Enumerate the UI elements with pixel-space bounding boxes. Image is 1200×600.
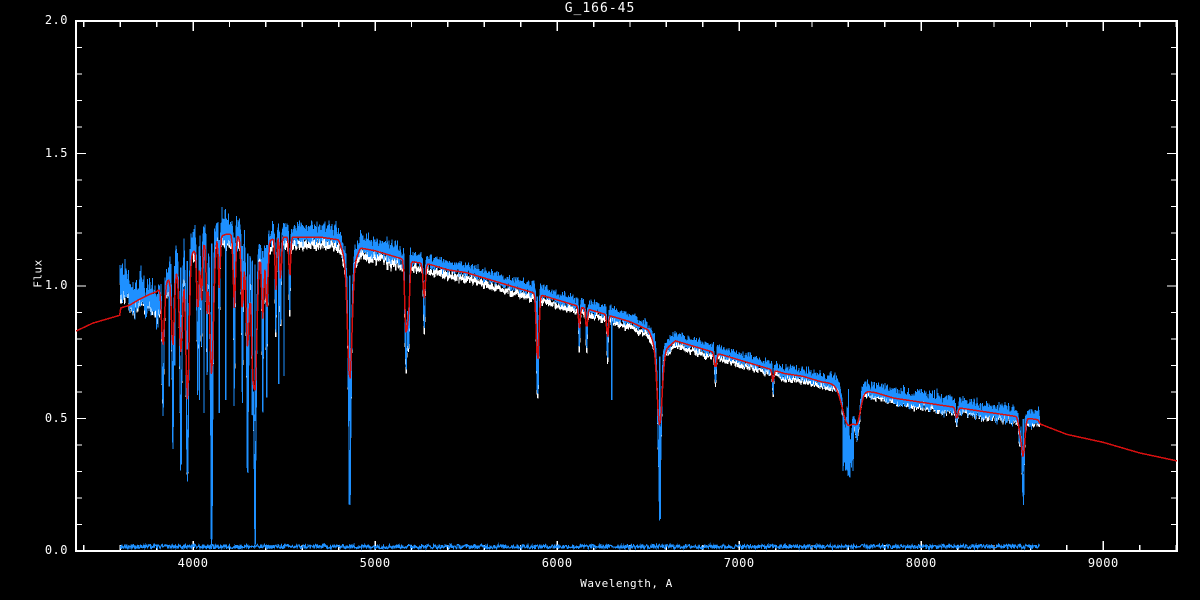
x-tick-label: 8000	[905, 556, 937, 570]
x-tick-label: 7000	[723, 556, 755, 570]
deep-absorption-lines	[168, 237, 1024, 472]
observed-spectrum-spikes	[119, 206, 1040, 546]
y-tick-label: 1.5	[44, 145, 68, 160]
y-tick-label: 2.0	[44, 13, 68, 27]
y-tick-label: 0.5	[44, 410, 68, 425]
y-axis-label: Flux	[31, 259, 45, 288]
model-fit-red	[75, 233, 1178, 462]
x-tick-label: 9000	[1087, 556, 1119, 570]
x-tick-label: 4000	[177, 556, 209, 570]
x-axis-label: Wavelength, A	[580, 577, 673, 590]
x-tick-label: 5000	[359, 556, 391, 570]
error-spectrum	[119, 542, 1040, 552]
data-series-group	[75, 206, 1178, 552]
y-tick-label: 1.0	[44, 278, 68, 292]
x-tick-label: 6000	[541, 556, 573, 570]
axes-frame	[75, 20, 1178, 552]
y-tick-label: 0.0	[44, 543, 68, 557]
page-title: G_166-45	[564, 1, 636, 16]
